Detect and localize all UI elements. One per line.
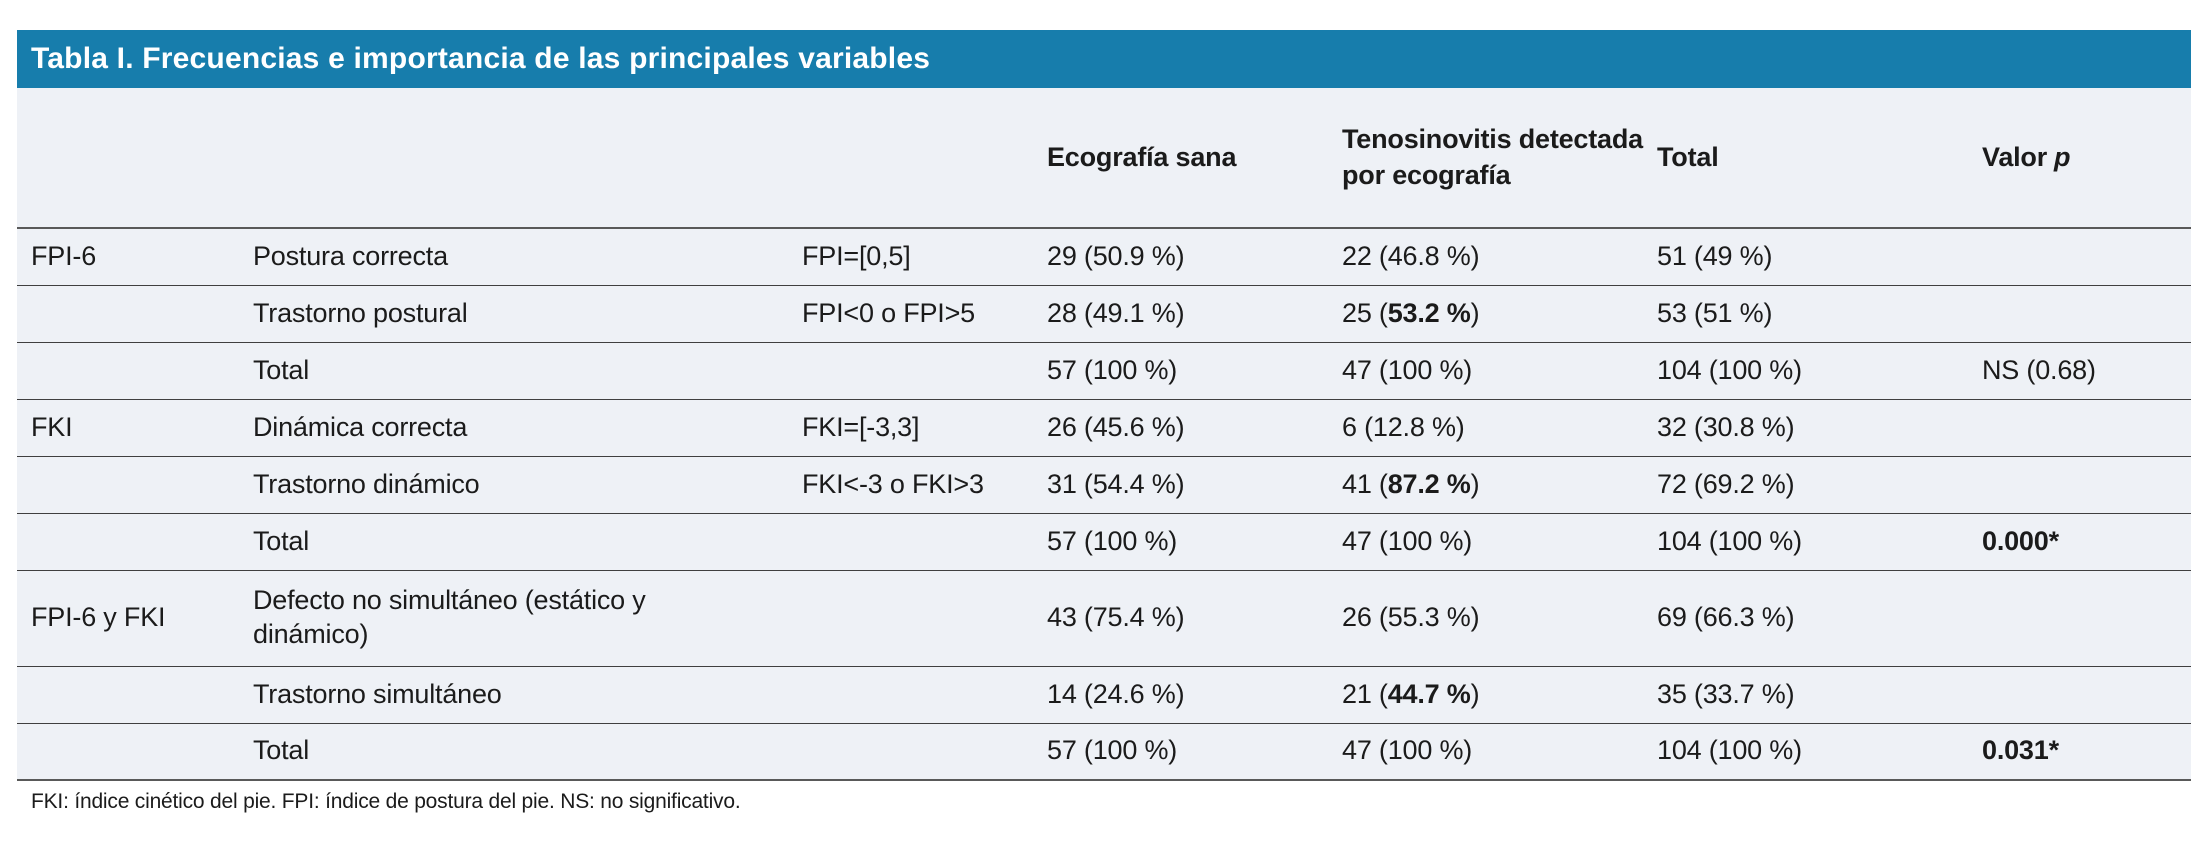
data-table: Ecografía sana Tenosinovitis detectada p… <box>17 88 2191 781</box>
condition-cell: FPI=[0,5] <box>802 228 1047 286</box>
frequency-table-card: Tabla I. Frecuencias e importancia de la… <box>17 30 2191 814</box>
column-header-ecografia-sana: Ecografía sana <box>1047 88 1342 229</box>
condition-cell: FPI<0 o FPI>5 <box>802 285 1047 343</box>
table-footnote: FKI: índice cinético del pie. FPI: índic… <box>31 790 741 813</box>
group-cell: FPI-6 <box>17 228 253 286</box>
column-header-total: Total <box>1657 88 1982 229</box>
group-cell: FPI-6 y FKI <box>17 570 253 667</box>
total-cell: 104 (100 %) <box>1657 723 1982 781</box>
valor-p-cell <box>1982 285 2191 343</box>
total-cell: 72 (69.2 %) <box>1657 456 1982 514</box>
tenosinovitis-cell: 41 (87.2 %) <box>1342 456 1657 514</box>
category-cell: Trastorno simultáneo <box>253 666 802 724</box>
group-cell <box>17 285 253 343</box>
table-title: Tabla I. Frecuencias e importancia de la… <box>31 42 931 75</box>
condition-cell: FKI=[-3,3] <box>802 399 1047 457</box>
table-row: FPI-6 y FKI Defecto no simultáneo (estát… <box>17 570 2191 667</box>
valor-p-cell: NS (0.68) <box>1982 342 2191 400</box>
total-cell: 53 (51 %) <box>1657 285 1982 343</box>
tenosinovitis-cell: 21 (44.7 %) <box>1342 666 1657 724</box>
condition-cell <box>802 570 1047 667</box>
group-cell <box>17 723 253 781</box>
table-row: Total 57 (100 %) 47 (100 %) 104 (100 %) … <box>17 342 2191 400</box>
condition-cell <box>802 513 1047 571</box>
category-cell: Total <box>253 342 802 400</box>
category-cell: Trastorno dinámico <box>253 456 802 514</box>
category-cell: Total <box>253 723 802 781</box>
table-row: Trastorno postural FPI<0 o FPI>5 28 (49.… <box>17 285 2191 343</box>
total-cell: 104 (100 %) <box>1657 342 1982 400</box>
condition-cell <box>802 723 1047 781</box>
group-cell: FKI <box>17 399 253 457</box>
valor-p-cell <box>1982 456 2191 514</box>
group-cell <box>17 342 253 400</box>
table-row: Total 57 (100 %) 47 (100 %) 104 (100 %) … <box>17 723 2191 781</box>
ecografia-sana-cell: 57 (100 %) <box>1047 723 1342 781</box>
column-header-tenosinovitis: Tenosinovitis detectada por ecografía <box>1342 88 1657 229</box>
total-cell: 51 (49 %) <box>1657 228 1982 286</box>
tenosinovitis-cell: 26 (55.3 %) <box>1342 570 1657 667</box>
group-cell <box>17 513 253 571</box>
table-row: FPI-6 Postura correcta FPI=[0,5] 29 (50.… <box>17 228 2191 286</box>
valor-p-italic: p <box>2054 141 2071 172</box>
tenosinovitis-cell: 6 (12.8 %) <box>1342 399 1657 457</box>
header-row: Ecografía sana Tenosinovitis detectada p… <box>17 88 2191 229</box>
ecografia-sana-cell: 57 (100 %) <box>1047 513 1342 571</box>
category-cell: Dinámica correcta <box>253 399 802 457</box>
valor-p-cell <box>1982 666 2191 724</box>
group-cell <box>17 666 253 724</box>
valor-p-cell <box>1982 228 2191 286</box>
ecografia-sana-cell: 14 (24.6 %) <box>1047 666 1342 724</box>
total-cell: 35 (33.7 %) <box>1657 666 1982 724</box>
valor-p-cell: 0.000* <box>1982 513 2191 571</box>
tenosinovitis-cell: 47 (100 %) <box>1342 342 1657 400</box>
ecografia-sana-cell: 26 (45.6 %) <box>1047 399 1342 457</box>
header-spacer-condition <box>802 88 1047 229</box>
ecografia-sana-cell: 28 (49.1 %) <box>1047 285 1342 343</box>
category-cell: Total <box>253 513 802 571</box>
total-cell: 104 (100 %) <box>1657 513 1982 571</box>
table-title-bar: Tabla I. Frecuencias e importancia de la… <box>17 30 2191 88</box>
condition-cell <box>802 666 1047 724</box>
valor-p-cell: 0.031* <box>1982 723 2191 781</box>
ecografia-sana-cell: 29 (50.9 %) <box>1047 228 1342 286</box>
category-cell: Defecto no simultáneo (estático y dinámi… <box>253 570 802 667</box>
valor-p-cell <box>1982 570 2191 667</box>
table-row: FKI Dinámica correcta FKI=[-3,3] 26 (45.… <box>17 399 2191 457</box>
column-header-valor-p: Valor p <box>1982 88 2191 229</box>
total-cell: 32 (30.8 %) <box>1657 399 1982 457</box>
group-cell <box>17 456 253 514</box>
tenosinovitis-cell: 47 (100 %) <box>1342 723 1657 781</box>
ecografia-sana-cell: 31 (54.4 %) <box>1047 456 1342 514</box>
header-spacer-group <box>17 88 253 229</box>
category-cell: Postura correcta <box>253 228 802 286</box>
header-spacer-label <box>253 88 802 229</box>
tenosinovitis-cell: 22 (46.8 %) <box>1342 228 1657 286</box>
table-row: Total 57 (100 %) 47 (100 %) 104 (100 %) … <box>17 513 2191 571</box>
valor-p-cell <box>1982 399 2191 457</box>
category-cell: Trastorno postural <box>253 285 802 343</box>
condition-cell: FKI<-3 o FKI>3 <box>802 456 1047 514</box>
ecografia-sana-cell: 43 (75.4 %) <box>1047 570 1342 667</box>
tenosinovitis-cell: 25 (53.2 %) <box>1342 285 1657 343</box>
table-row: Trastorno dinámico FKI<-3 o FKI>3 31 (54… <box>17 456 2191 514</box>
ecografia-sana-cell: 57 (100 %) <box>1047 342 1342 400</box>
table-row: Trastorno simultáneo 14 (24.6 %) 21 (44.… <box>17 666 2191 724</box>
valor-label: Valor <box>1982 141 2048 172</box>
condition-cell <box>802 342 1047 400</box>
tenosinovitis-cell: 47 (100 %) <box>1342 513 1657 571</box>
total-cell: 69 (66.3 %) <box>1657 570 1982 667</box>
